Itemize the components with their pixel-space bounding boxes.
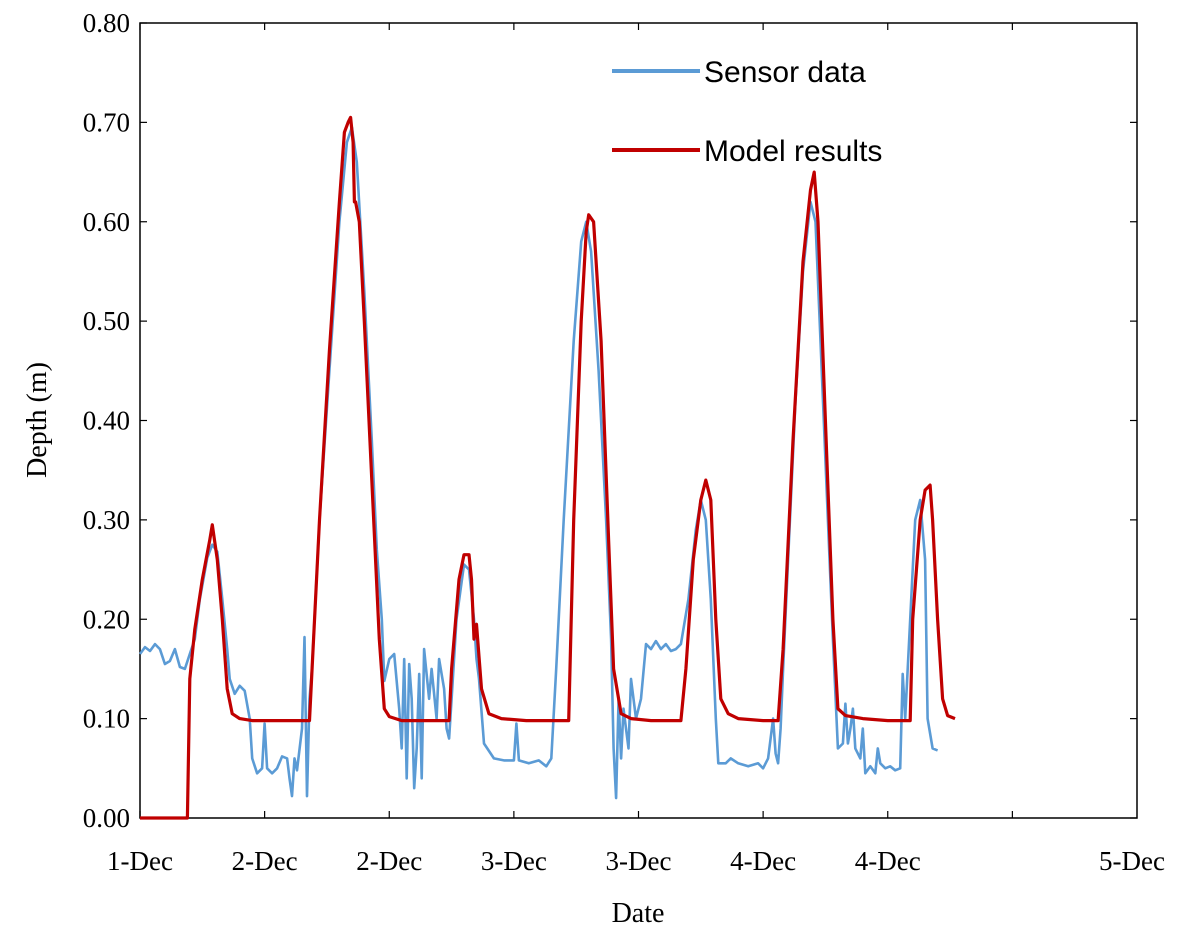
x-tick-label: 1-Dec bbox=[107, 846, 173, 876]
y-tick-label: 0.40 bbox=[83, 406, 130, 436]
x-tick-label: 5-Dec bbox=[1099, 846, 1165, 876]
y-tick-label: 0.00 bbox=[83, 803, 130, 833]
x-tick-label: 4-Dec bbox=[855, 846, 921, 876]
legend-label-sensor-data: Sensor data bbox=[704, 56, 866, 89]
x-axis-ticks: 1-Dec 2-Dec 2-Dec 3-Dec 3-Dec 4-Dec 4-Dec 5-Dec bbox=[107, 23, 1165, 876]
y-tick-label: 0.80 bbox=[83, 8, 130, 38]
x-tick-label: 2-Dec bbox=[356, 846, 422, 876]
y-tick-label: 0.70 bbox=[83, 107, 130, 137]
x-tick-label: 3-Dec bbox=[606, 846, 672, 876]
x-tick-label: 3-Dec bbox=[481, 846, 547, 876]
plot-area-frame bbox=[139, 22, 1138, 819]
x-axis-title: Date bbox=[612, 898, 665, 929]
y-axis-title: Depth (m) bbox=[22, 362, 53, 478]
y-tick-label: 0.60 bbox=[83, 207, 130, 237]
x-tick-label: 4-Dec bbox=[730, 846, 796, 876]
x-tick-label: 2-Dec bbox=[232, 846, 298, 876]
y-tick-label: 0.30 bbox=[83, 505, 130, 535]
legend: Sensor data Model results bbox=[612, 56, 882, 168]
legend-label-model-results: Model results bbox=[704, 135, 882, 168]
y-axis-ticks: 0.00 0.10 0.20 0.30 0.40 0.50 0.60 0.70 0.80 bbox=[83, 8, 1137, 833]
y-tick-label: 0.50 bbox=[83, 306, 130, 336]
series-line-model-results bbox=[140, 115, 956, 820]
series-layer bbox=[138, 115, 956, 820]
y-tick-label: 0.20 bbox=[83, 604, 130, 634]
y-tick-label: 0.10 bbox=[83, 704, 130, 734]
